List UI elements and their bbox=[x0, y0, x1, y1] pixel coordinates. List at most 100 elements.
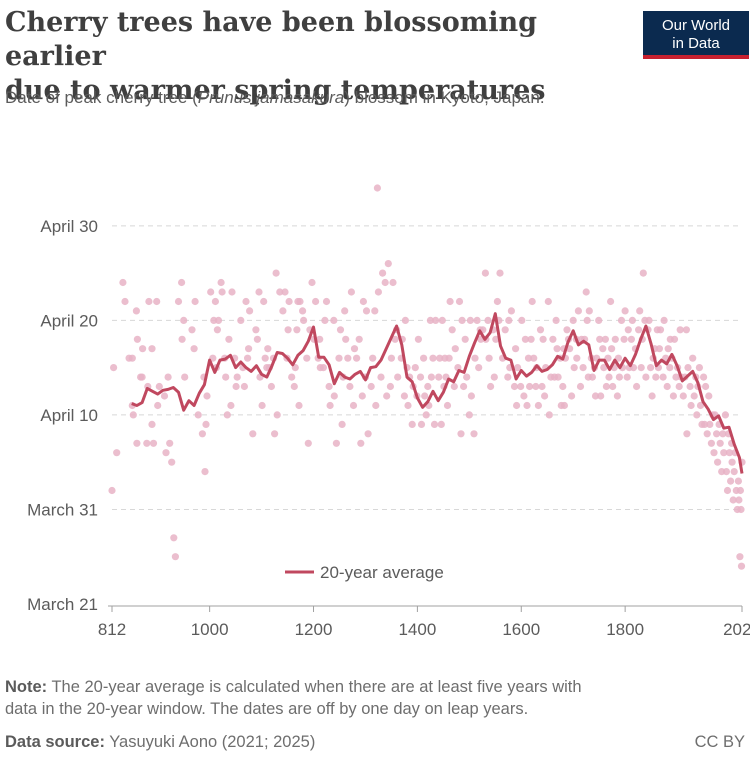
data-point bbox=[330, 392, 338, 400]
data-point bbox=[458, 316, 466, 324]
data-point bbox=[384, 260, 392, 268]
data-point bbox=[273, 411, 281, 419]
data-point bbox=[154, 401, 162, 410]
data-point bbox=[583, 316, 591, 324]
data-point bbox=[178, 335, 186, 343]
data-point bbox=[290, 382, 298, 391]
data-point bbox=[355, 335, 363, 343]
data-point bbox=[391, 335, 399, 343]
data-point bbox=[493, 297, 501, 306]
data-point bbox=[214, 316, 223, 324]
data-point bbox=[579, 364, 587, 372]
data-point bbox=[686, 382, 694, 391]
data-point bbox=[700, 373, 708, 381]
data-point bbox=[346, 382, 354, 391]
data-point bbox=[143, 439, 151, 447]
data-point bbox=[611, 335, 619, 343]
data-point bbox=[170, 534, 178, 542]
y-tick-label: March 31 bbox=[27, 500, 98, 519]
data-point bbox=[132, 307, 140, 315]
data-point bbox=[119, 278, 127, 287]
data-point bbox=[604, 354, 612, 362]
y-axis-ticks: March 21 March 31 April 10 April 20 April 30 bbox=[27, 217, 98, 614]
data-point bbox=[252, 326, 260, 334]
scatter-dots bbox=[108, 184, 746, 570]
data-point bbox=[490, 373, 498, 381]
note-text-1: The 20-year average is calculated when t… bbox=[47, 678, 582, 696]
data-point bbox=[336, 326, 345, 334]
title-line-2: due to warmer spring temperatures bbox=[5, 75, 546, 106]
data-point bbox=[660, 316, 668, 324]
data-point bbox=[573, 354, 581, 362]
data-point bbox=[371, 307, 379, 315]
logo-line-2: in Data bbox=[672, 35, 720, 52]
data-point bbox=[416, 373, 425, 381]
data-point bbox=[149, 439, 158, 447]
data-point bbox=[267, 382, 275, 391]
data-point bbox=[353, 354, 361, 362]
data-point bbox=[687, 401, 695, 410]
data-point bbox=[475, 364, 483, 372]
data-point bbox=[190, 345, 198, 353]
y-tick-label: April 20 bbox=[40, 311, 98, 330]
data-point bbox=[608, 345, 616, 353]
data-point bbox=[728, 458, 736, 466]
data-point bbox=[701, 420, 709, 428]
data-point bbox=[437, 420, 445, 428]
data-point bbox=[350, 345, 359, 353]
data-source: Data source: Yasuyuki Aono (2021; 2025) bbox=[5, 733, 315, 752]
data-point bbox=[510, 382, 519, 391]
data-point bbox=[536, 326, 545, 334]
data-point bbox=[445, 354, 453, 362]
data-point bbox=[188, 326, 196, 334]
data-point bbox=[121, 297, 129, 306]
data-point bbox=[600, 364, 608, 372]
data-point bbox=[387, 354, 395, 362]
data-point bbox=[507, 307, 515, 315]
data-point bbox=[554, 373, 562, 381]
subtitle-post: ) blossom in Kyoto, Japan. bbox=[344, 88, 545, 107]
data-point bbox=[523, 401, 531, 410]
x-tick-label: 1000 bbox=[191, 620, 229, 639]
data-point bbox=[435, 373, 443, 381]
x-tick-label: 1400 bbox=[398, 620, 436, 639]
data-point bbox=[607, 297, 615, 306]
data-point bbox=[672, 373, 680, 381]
data-point bbox=[655, 345, 664, 353]
data-point bbox=[338, 420, 346, 428]
data-point bbox=[168, 458, 176, 466]
data-point bbox=[316, 335, 324, 343]
legend-label: 20-year average bbox=[320, 563, 444, 582]
data-point bbox=[414, 335, 422, 343]
data-point bbox=[326, 401, 334, 410]
data-point bbox=[148, 345, 156, 353]
data-point bbox=[178, 278, 186, 287]
data-point bbox=[574, 307, 583, 315]
data-point bbox=[369, 354, 377, 362]
data-point bbox=[421, 392, 429, 400]
data-point bbox=[696, 401, 705, 410]
data-point bbox=[664, 345, 672, 353]
data-point bbox=[609, 382, 617, 391]
data-point bbox=[666, 364, 674, 372]
data-point bbox=[504, 373, 512, 381]
data-point bbox=[513, 401, 521, 410]
data-point bbox=[451, 345, 459, 353]
data-point bbox=[693, 411, 701, 419]
owid-logo[interactable]: Our World in Data bbox=[643, 11, 749, 59]
data-point bbox=[244, 354, 252, 362]
data-point bbox=[481, 269, 489, 277]
data-point bbox=[401, 316, 409, 324]
data-point bbox=[730, 468, 738, 476]
license-link[interactable]: CC BY bbox=[694, 733, 745, 751]
data-point bbox=[253, 335, 261, 343]
data-point bbox=[128, 354, 136, 362]
data-point bbox=[233, 373, 241, 381]
data-point bbox=[703, 430, 711, 438]
data-point bbox=[457, 430, 465, 438]
data-point bbox=[308, 278, 316, 287]
data-point bbox=[628, 316, 637, 324]
data-point bbox=[737, 505, 745, 514]
data-point bbox=[541, 392, 549, 400]
data-point bbox=[617, 316, 626, 324]
